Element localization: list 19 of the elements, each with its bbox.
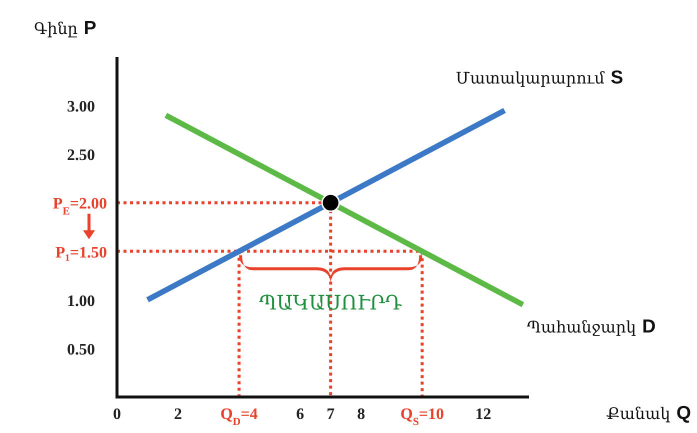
x-tick-label: 2 <box>174 406 182 423</box>
x-tick-label: 6 <box>296 406 304 423</box>
x-tick-label: Q$_{D}$=4 <box>220 406 258 428</box>
y-tick-label: 0.50 <box>67 341 95 358</box>
text: Մատակարարում S <box>456 66 624 88</box>
series-label: Պահանջարկ D <box>526 316 656 337</box>
x-tick-label: 0 <box>113 406 121 423</box>
y-tick-label: P$_{E}$=2.00 <box>52 196 107 218</box>
annotation: ՊԱԿԱՍՈՒՐԴ <box>259 290 402 314</box>
y-tick-label: P₁=1.50 <box>55 244 107 262</box>
x-tick-label: Q$_{S}$=10 <box>400 406 444 428</box>
y-axis-title: Գինը P <box>34 17 96 38</box>
x-tick-label: 7 <box>326 406 335 423</box>
y-tick-label: 3.00 <box>67 98 95 116</box>
x-axis-title: Քանակ Q <box>606 402 691 423</box>
y-tick-label: 1.00 <box>67 292 95 310</box>
y-tick-label: 2.50 <box>67 147 95 164</box>
x-tick-label: 8 <box>357 406 366 423</box>
x-tick-label: 12 <box>475 406 492 423</box>
